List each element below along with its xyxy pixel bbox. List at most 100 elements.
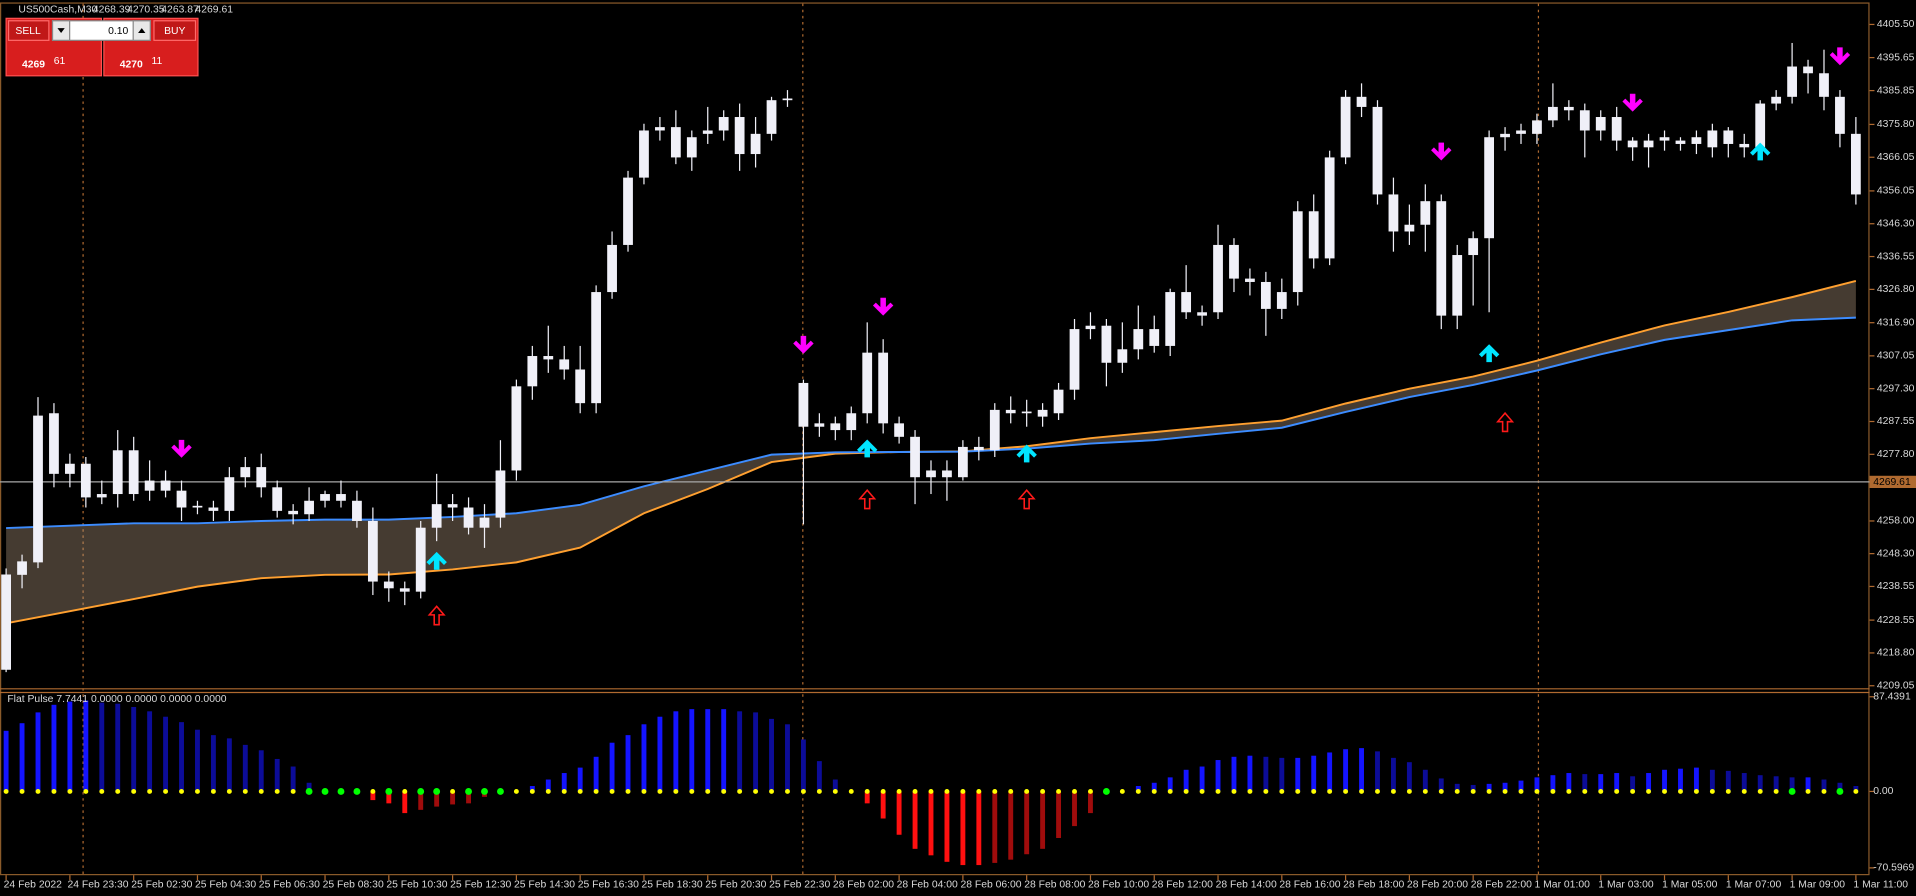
y-tick-label: 4258.00	[1877, 516, 1915, 527]
zero-dot	[321, 788, 329, 795]
candle-body	[894, 423, 904, 437]
x-tick-label: 1 Mar 07:00	[1726, 880, 1782, 891]
candle-body	[1819, 73, 1829, 97]
zero-dot	[1582, 788, 1588, 794]
lot-value[interactable]: 0.10	[108, 26, 128, 37]
zero-dot	[944, 788, 950, 794]
x-tick-label: 25 Feb 14:30	[514, 880, 575, 891]
zero-dot	[1709, 788, 1715, 794]
histogram-bar	[67, 701, 73, 792]
histogram-bar	[625, 735, 631, 792]
histogram-bar	[1741, 773, 1747, 792]
histogram-bar	[1709, 769, 1715, 792]
y-tick-label: 4385.85	[1877, 85, 1915, 96]
candle-body	[1005, 409, 1016, 414]
zero-dot	[195, 788, 200, 794]
buy-label[interactable]: BUY	[164, 26, 185, 37]
candle-body	[1436, 201, 1447, 316]
histogram-bar	[1454, 783, 1460, 792]
zero-dot	[1008, 788, 1014, 794]
candle-body	[1197, 312, 1207, 316]
zero-dot	[992, 788, 998, 794]
buy-button[interactable]	[153, 20, 197, 41]
zero-dot	[1390, 788, 1396, 794]
histogram-bar	[785, 724, 790, 792]
x-tick-label: 25 Feb 10:30	[386, 880, 447, 891]
zero-dot	[497, 788, 504, 795]
x-tick-label: 1 Mar 09:00	[1790, 880, 1846, 891]
candle-body	[1532, 120, 1542, 134]
candle-body	[1229, 244, 1239, 279]
histogram-bar	[1135, 786, 1141, 792]
zero-dot	[370, 788, 376, 794]
candle-body	[399, 588, 410, 592]
x-tick-label: 28 Feb 18:00	[1343, 880, 1404, 891]
zero-dot	[800, 788, 806, 794]
candle-body	[1484, 137, 1495, 239]
candle-body	[1101, 325, 1112, 363]
candle-body	[1053, 389, 1064, 414]
zero-dot	[1693, 788, 1699, 794]
histogram-bar	[210, 735, 216, 792]
zero-dot	[545, 788, 551, 794]
sell-label[interactable]: SELL	[15, 26, 41, 37]
candle-body	[1563, 106, 1574, 111]
candle-body	[989, 409, 1000, 451]
x-tick-label: 25 Feb 22:30	[769, 880, 830, 891]
candle-body	[1611, 117, 1622, 141]
zero-dot	[577, 788, 583, 794]
candle-body	[623, 177, 633, 245]
candle-body	[798, 382, 809, 427]
histogram-bar	[386, 791, 392, 804]
histogram-bar	[1151, 782, 1157, 792]
zero-dot	[1805, 788, 1811, 794]
zero-dot	[19, 788, 25, 794]
zero-dot	[625, 788, 631, 794]
histogram-bar	[737, 711, 743, 792]
zero-dot	[1279, 788, 1285, 794]
candle-body	[1691, 137, 1702, 144]
zero-dot	[1102, 788, 1110, 795]
zero-dot	[450, 788, 456, 794]
histogram-bar	[274, 758, 280, 792]
ohlc-high: 4270.35	[127, 5, 165, 16]
candle-body	[128, 450, 139, 495]
zero-dot	[131, 788, 137, 794]
candle-body	[1500, 133, 1510, 138]
candle-body	[543, 356, 554, 360]
histogram-bar	[1693, 767, 1699, 792]
histogram-bar	[1040, 791, 1046, 849]
sell-button[interactable]	[7, 20, 50, 41]
histogram-bar	[19, 723, 25, 792]
candle-body	[1452, 255, 1463, 316]
zero-dot	[976, 788, 982, 794]
y-tick-label: 4405.50	[1877, 19, 1915, 30]
histogram-bar	[1438, 778, 1444, 792]
y-tick-label: 4287.55	[1877, 416, 1915, 427]
histogram-bar	[370, 791, 376, 801]
zero-dot	[689, 788, 695, 794]
histogram-bar	[641, 724, 647, 792]
candle-body	[1260, 281, 1271, 309]
zero-dot	[769, 788, 774, 794]
zero-dot	[641, 788, 647, 794]
zero-dot	[274, 788, 280, 794]
last-price-label: 4269.61	[1873, 477, 1911, 488]
candle-body	[1133, 329, 1144, 350]
histogram-bar	[800, 739, 806, 792]
zero-dot	[1630, 788, 1636, 794]
plot-border	[0, 2, 1870, 876]
y-tick-label: 4238.55	[1877, 581, 1915, 592]
candle-body	[1149, 329, 1160, 346]
y-tick-label: 4356.05	[1877, 186, 1915, 197]
zero-dot	[561, 788, 567, 794]
ask-main: 4270	[120, 60, 143, 71]
histogram-bar	[1757, 775, 1763, 792]
zero-dot	[417, 788, 425, 795]
candle-body	[702, 130, 713, 134]
ohlc-open: 4268.39	[93, 5, 131, 16]
histogram-bar	[99, 702, 105, 792]
zero-dot	[402, 788, 408, 794]
candle-body	[1803, 66, 1813, 74]
candle-body	[495, 470, 506, 518]
